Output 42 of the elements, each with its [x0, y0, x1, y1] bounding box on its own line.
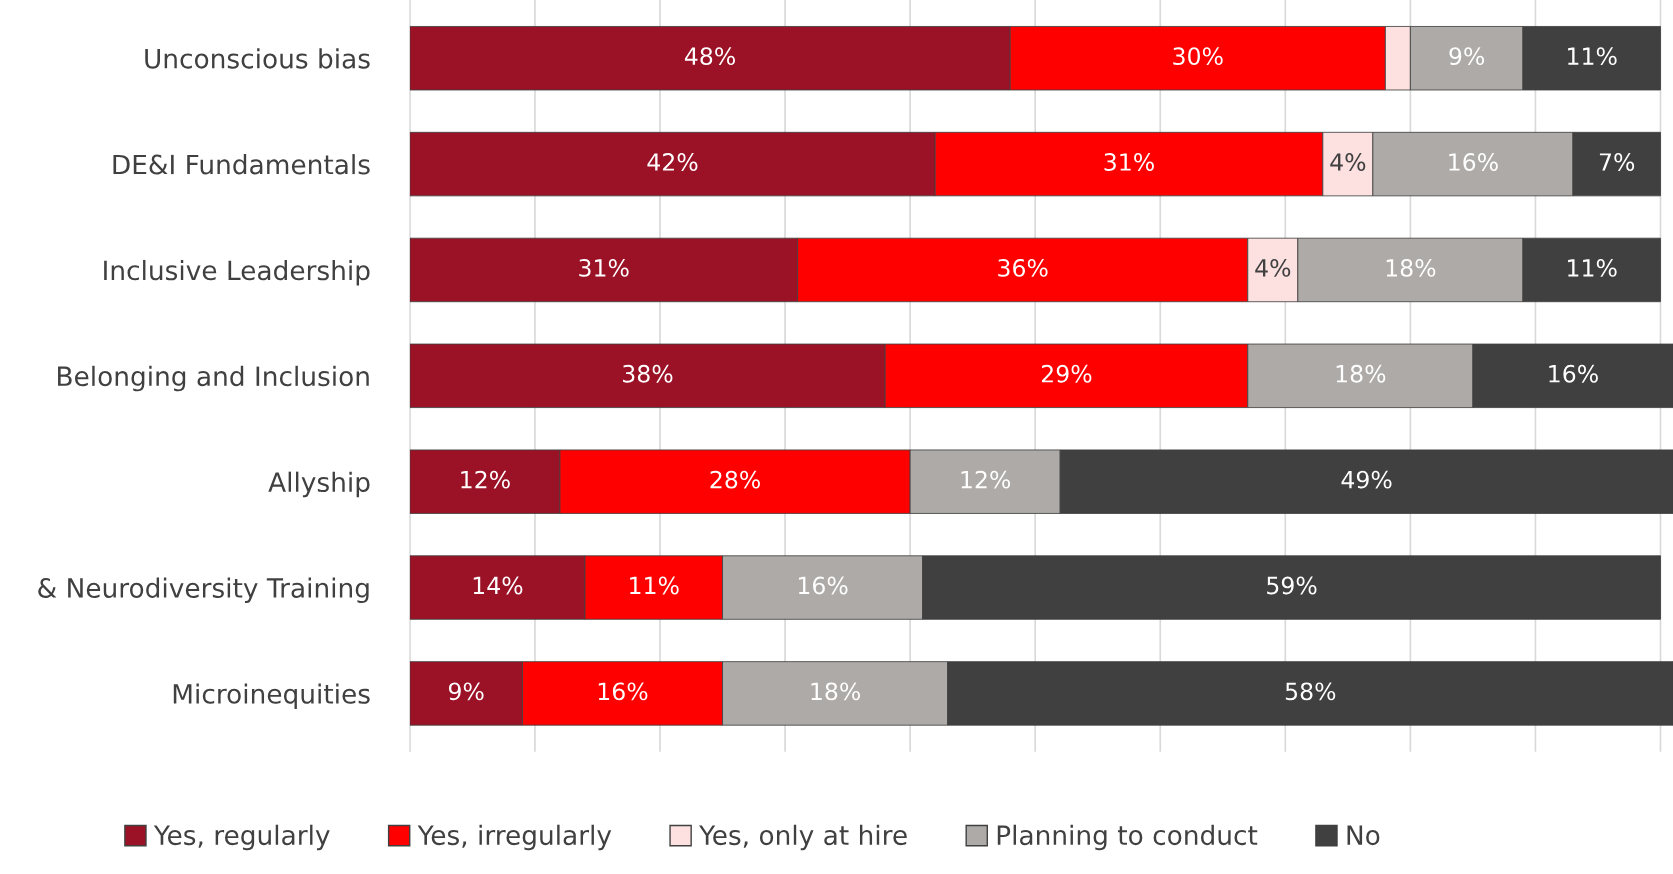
y-tick-label: & Neurodiversity Training: [38, 577, 369, 604]
data-label: 7%: [1599, 153, 1635, 171]
data-label: 42%: [647, 153, 698, 171]
data-label: 4%: [1255, 258, 1291, 277]
data-label: 16%: [798, 576, 848, 595]
legend-label: Planning to conduct: [997, 824, 1258, 851]
data-label: 11%: [1568, 258, 1617, 277]
data-label: 16%: [598, 682, 648, 701]
data-label: 16%: [1449, 153, 1498, 171]
data-label: 14%: [473, 576, 523, 595]
data-label: 48%: [684, 47, 735, 66]
legend-label: No: [1347, 825, 1380, 846]
data-label: 59%: [1267, 576, 1317, 595]
data-label: 9%: [448, 682, 484, 701]
data-label: 9%: [1449, 47, 1485, 66]
data-label: 18%: [1336, 364, 1386, 383]
data-label: 30%: [1173, 47, 1223, 66]
data-label: 28%: [710, 470, 760, 489]
data-label: 29%: [1041, 364, 1092, 383]
data-label: 49%: [1341, 470, 1392, 489]
data-label: 31%: [579, 258, 629, 277]
data-label: 11%: [1568, 47, 1617, 66]
y-tick-label: DE&I Fundamentals: [113, 154, 370, 175]
data-label: 12%: [461, 470, 510, 489]
data-label: 18%: [1386, 258, 1436, 277]
data-label: 31%: [1104, 153, 1154, 171]
data-label: 11%: [630, 576, 679, 595]
data-label: 36%: [998, 258, 1048, 277]
data-label: 58%: [1285, 682, 1336, 701]
data-label: 12%: [961, 470, 1011, 489]
y-tick-label: Unconscious bias: [145, 48, 370, 69]
y-tick-label: Belonging and Inclusion: [58, 365, 369, 392]
y-tick-label: Microinequities: [173, 683, 370, 709]
data-label: 38%: [623, 364, 673, 383]
legend-label: Yes, only at hire: [699, 824, 907, 851]
legend-label: Yes, irregularly: [417, 824, 612, 851]
data-label: 16%: [1549, 364, 1598, 383]
y-tick-label: Allyship: [268, 471, 370, 498]
data-label: 4%: [1330, 153, 1366, 171]
data-label: 18%: [811, 682, 861, 701]
y-tick-label: Inclusive Leadership: [104, 259, 370, 286]
legend-label: Yes, regularly: [153, 824, 330, 851]
